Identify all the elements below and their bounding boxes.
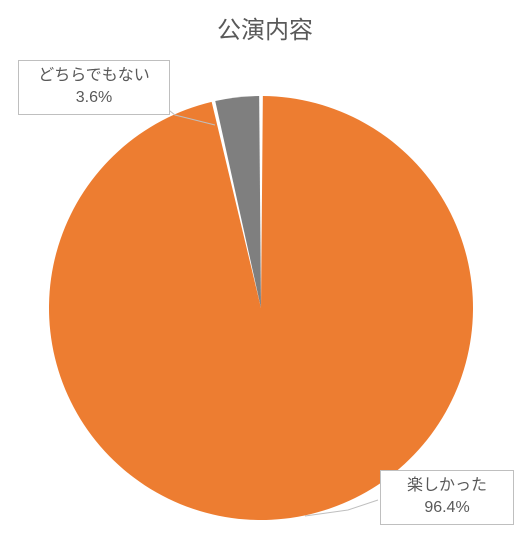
slice-label-neither: どちらでもない 3.6%: [18, 60, 170, 115]
slice-label-fun: 楽しかった 96.4%: [380, 470, 514, 525]
chart-container: { "chart": { "type": "pie", "title": "公演…: [0, 0, 530, 549]
slice-label-name: どちらでもない: [29, 65, 159, 87]
slice-label-value: 96.4%: [391, 497, 503, 519]
slice-label-value: 3.6%: [29, 87, 159, 109]
slice-label-name: 楽しかった: [391, 475, 503, 497]
pie-slice: [49, 96, 473, 520]
